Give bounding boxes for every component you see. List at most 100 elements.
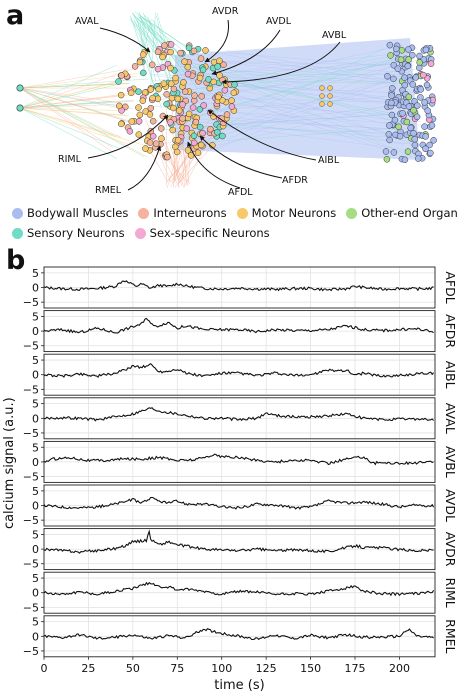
trace-panel-aibl: 5 0−5 AIBL (23, 353, 457, 396)
svg-text:AVAL: AVAL (75, 16, 99, 27)
y-tick-label: −5 (23, 645, 39, 658)
trace-name: AIBL (443, 361, 457, 389)
y-tick-label: 5 (32, 354, 39, 367)
trace-line-afdr (43, 317, 434, 334)
trace-line-riml (43, 581, 435, 597)
x-tick-label: 150 (300, 662, 321, 675)
trace-panel-avdl: 5 0−5 AVDL (23, 484, 457, 527)
y-tick-label: 0 (32, 587, 39, 600)
panel-a-letter: a (6, 0, 25, 31)
y-tick-label: 5 (32, 441, 39, 454)
legend-swatch (236, 207, 248, 219)
y-tick-label: −5 (23, 296, 39, 309)
y-tick-label: 0 (32, 412, 39, 425)
y-tick-label: −5 (23, 471, 39, 484)
connectome-network-diagram: AVAL AVDR AVDL AVBL RIML AIBL AFDR RMEL AFDL (16, 6, 437, 198)
y-tick-label: −5 (23, 340, 39, 353)
x-tick-label: 0 (41, 662, 48, 675)
trace-panel-avbl: 5 0 −5 AVBL (23, 440, 457, 484)
trace-panel-aval: 50 −5 AVAL (23, 397, 457, 440)
y-tick-label: 0 (32, 325, 39, 338)
y-tick-label: −5 (23, 558, 39, 571)
y-tick-label: 5 (32, 616, 39, 629)
svg-text:AVDL: AVDL (266, 16, 292, 27)
legend-swatch (134, 227, 146, 239)
neuron-label-aibl: AIBL (207, 109, 340, 166)
trace-line-aibl (43, 362, 435, 379)
trace-line-afdl (43, 280, 434, 292)
trace-line-avdr (43, 529, 434, 554)
y-tick-label: 5 (32, 310, 39, 323)
trace-line-avbl (43, 453, 434, 466)
isolated-node (16, 84, 24, 92)
svg-text:RIML: RIML (58, 154, 82, 165)
x-axis-label: time (s) (214, 678, 264, 691)
neuron-label-afdl: AFDL (187, 141, 253, 198)
svg-text:RMEL: RMEL (95, 185, 122, 196)
legend-item: Sex-specific Neurons (134, 226, 270, 240)
svg-text:AVDR: AVDR (212, 6, 239, 17)
y-tick-label: 0 (32, 456, 39, 469)
trace-name: RIML (443, 578, 457, 608)
trace-name: AVAL (443, 403, 457, 434)
trace-name: AFDR (443, 314, 457, 348)
y-tick-label: −5 (23, 427, 39, 440)
legend-label: Motor Neurons (251, 206, 337, 220)
neuron-label-aval: AVAL (75, 16, 151, 53)
y-tick-label: 5 (32, 398, 39, 411)
x-tick-label: 100 (211, 662, 232, 675)
muscle-nodes (382, 41, 437, 164)
cell-type-legend: Bodywall Muscles Interneurons Motor Neuron… (12, 206, 457, 246)
trace-name: AVDL (443, 489, 457, 522)
legend-label: Interneurons (153, 206, 227, 220)
isolated-node (16, 104, 24, 112)
trace-line-avdl (43, 496, 435, 510)
legend-row-2: Sensory Neurons Sex-specific Neurons (12, 226, 452, 240)
y-tick-label: 5 (32, 485, 39, 498)
svg-text:AIBL: AIBL (318, 155, 340, 166)
legend-row-1: Bodywall Muscles Interneurons Motor Neuron… (12, 206, 457, 220)
neuron-nodes (115, 41, 333, 161)
trace-name: AFDL (443, 271, 457, 303)
y-tick-label: 0 (32, 369, 39, 382)
y-tick-label: 0 (32, 500, 39, 513)
legend-label: Sensory Neurons (27, 226, 125, 240)
x-tick-label: 50 (126, 662, 140, 675)
trace-line-aval (43, 407, 435, 422)
neuron-label-avdr: AVDR (204, 6, 239, 63)
trace-name: AVDR (443, 532, 457, 567)
trace-name: AVBL (443, 446, 457, 478)
panel-b-letter: b (6, 245, 26, 276)
trace-line-rmel (43, 628, 434, 641)
neuron-label-afdr: AFDR (199, 135, 308, 186)
neuron-label-rmel: RMEL (95, 145, 162, 196)
trace-name: RMEL (443, 619, 457, 653)
legend-swatch (12, 207, 23, 219)
svg-text:AFDR: AFDR (282, 175, 308, 186)
trace-panel-rmel: 50 −5 RMEL (23, 615, 457, 658)
y-tick-label: 5 (32, 572, 39, 585)
x-tick-label: 200 (389, 662, 410, 675)
trace-panel-avdr: 5 0 −5 AVDR (23, 528, 457, 571)
x-tick-label: 175 (345, 662, 366, 675)
neuron-label-riml: RIML (58, 114, 169, 165)
x-tick-label: 125 (256, 662, 277, 675)
legend-label: Other-end Organs (361, 206, 457, 220)
legend-swatch (138, 207, 150, 219)
legend-label: Sex-specific Neurons (149, 226, 270, 240)
y-tick-label: 0 (32, 282, 39, 295)
y-tick-label: −5 (23, 601, 39, 614)
trace-panel-afdr: 5 0 −5 AFDR (23, 310, 457, 353)
neuron-label-avbl: AVBL (221, 30, 347, 85)
y-tick-label: 0 (32, 630, 39, 643)
legend-item: Bodywall Muscles (12, 206, 128, 220)
legend-swatch (346, 207, 358, 219)
legend-item: Other-end Organs (346, 206, 457, 220)
y-tick-label: 0 (32, 543, 39, 556)
y-axis-label: calcium signal (a.u.) (2, 397, 17, 529)
legend-item: Sensory Neurons (12, 226, 125, 240)
y-tick-label: −5 (23, 383, 39, 396)
legend-item: Motor Neurons (236, 206, 337, 220)
y-tick-label: −5 (23, 514, 39, 527)
